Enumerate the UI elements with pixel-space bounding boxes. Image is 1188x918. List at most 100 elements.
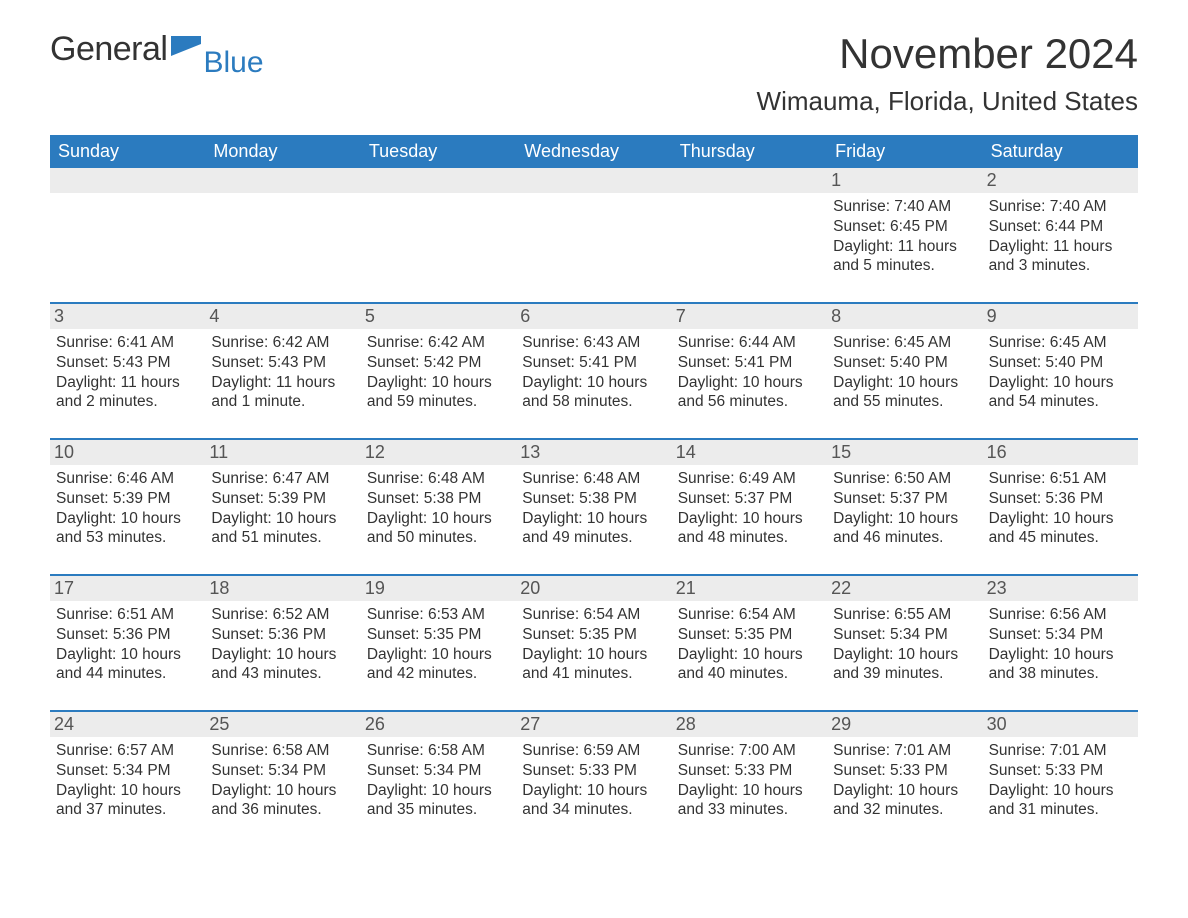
day-detail: Sunrise: 6:58 AMSunset: 5:34 PMDaylight:… [367, 741, 510, 820]
sunset-text: Sunset: 5:38 PM [367, 489, 510, 509]
day-number: 12 [361, 440, 516, 465]
day-detail: Sunrise: 6:43 AMSunset: 5:41 PMDaylight:… [522, 333, 665, 412]
day-cell [516, 168, 671, 302]
sunrise-text: Sunrise: 6:56 AM [989, 605, 1132, 625]
sunrise-text: Sunrise: 7:40 AM [833, 197, 976, 217]
daylight-text: Daylight: 10 hours and 31 minutes. [989, 781, 1132, 821]
day-number: 22 [827, 576, 982, 601]
day-cell: 30 Sunrise: 7:01 AMSunset: 5:33 PMDayligh… [983, 712, 1138, 846]
day-number: 18 [205, 576, 360, 601]
daylight-text: Daylight: 10 hours and 36 minutes. [211, 781, 354, 821]
day-cell: 23Sunrise: 6:56 AMSunset: 5:34 PMDayligh… [983, 576, 1138, 710]
location-title: Wimauma, Florida, United States [757, 86, 1138, 117]
sunrise-text: Sunrise: 6:55 AM [833, 605, 976, 625]
sunset-text: Sunset: 5:41 PM [522, 353, 665, 373]
sunset-text: Sunset: 5:33 PM [833, 761, 976, 781]
sunrise-text: Sunrise: 6:49 AM [678, 469, 821, 489]
sunset-text: Sunset: 5:34 PM [56, 761, 199, 781]
day-number: 25 [205, 712, 360, 737]
daylight-text: Daylight: 11 hours and 2 minutes. [56, 373, 199, 413]
day-detail: Sunrise: 7:00 AMSunset: 5:33 PMDaylight:… [678, 741, 821, 820]
day-number: 4 [205, 304, 360, 329]
day-detail: Sunrise: 6:48 AMSunset: 5:38 PMDaylight:… [367, 469, 510, 548]
weekday-monday: Monday [205, 135, 360, 168]
sunset-text: Sunset: 5:33 PM [989, 761, 1132, 781]
day-number: 10 [50, 440, 205, 465]
sunset-text: Sunset: 6:44 PM [989, 217, 1132, 237]
day-cell: 6Sunrise: 6:43 AMSunset: 5:41 PMDaylight… [516, 304, 671, 438]
day-number: 24 [50, 712, 205, 737]
day-detail: Sunrise: 6:45 AMSunset: 5:40 PMDaylight:… [989, 333, 1132, 412]
daylight-text: Daylight: 10 hours and 50 minutes. [367, 509, 510, 549]
day-cell: 28Sunrise: 7:00 AMSunset: 5:33 PMDayligh… [672, 712, 827, 846]
day-number: 23 [983, 576, 1138, 601]
daylight-text: Daylight: 10 hours and 53 minutes. [56, 509, 199, 549]
day-number: 15 [827, 440, 982, 465]
day-number: 30 [983, 712, 1138, 737]
day-cell: 13Sunrise: 6:48 AMSunset: 5:38 PMDayligh… [516, 440, 671, 574]
day-detail: Sunrise: 6:54 AMSunset: 5:35 PMDaylight:… [522, 605, 665, 684]
day-detail: Sunrise: 6:54 AMSunset: 5:35 PMDaylight:… [678, 605, 821, 684]
day-cell: 24 Sunrise: 6:57 AMSunset: 5:34 PMDayligh… [50, 712, 205, 846]
daylight-text: Daylight: 10 hours and 58 minutes. [522, 373, 665, 413]
sunrise-text: Sunrise: 7:01 AM [989, 741, 1132, 761]
week-row: 17Sunrise: 6:51 AMSunset: 5:36 PMDayligh… [50, 574, 1138, 710]
daylight-text: Daylight: 10 hours and 48 minutes. [678, 509, 821, 549]
day-detail: Sunrise: 7:40 AMSunset: 6:44 PMDaylight:… [989, 197, 1132, 276]
sunset-text: Sunset: 5:37 PM [678, 489, 821, 509]
day-detail: Sunrise: 6:46 AMSunset: 5:39 PMDaylight:… [56, 469, 199, 548]
day-cell: 10 Sunrise: 6:46 AMSunset: 5:39 PMDayligh… [50, 440, 205, 574]
sunrise-text: Sunrise: 7:40 AM [989, 197, 1132, 217]
weekday-saturday: Saturday [983, 135, 1138, 168]
sunrise-text: Sunrise: 6:43 AM [522, 333, 665, 353]
day-number: 19 [361, 576, 516, 601]
day-detail: Sunrise: 6:55 AMSunset: 5:34 PMDaylight:… [833, 605, 976, 684]
day-number: 20 [516, 576, 671, 601]
sunrise-text: Sunrise: 7:00 AM [678, 741, 821, 761]
day-detail: Sunrise: 6:47 AMSunset: 5:39 PMDaylight:… [211, 469, 354, 548]
day-cell [50, 168, 205, 302]
day-number: 2 [983, 168, 1138, 193]
sunset-text: Sunset: 5:42 PM [367, 353, 510, 373]
daylight-text: Daylight: 10 hours and 45 minutes. [989, 509, 1132, 549]
sunset-text: Sunset: 5:34 PM [989, 625, 1132, 645]
day-cell: 14Sunrise: 6:49 AMSunset: 5:37 PMDayligh… [672, 440, 827, 574]
day-cell: 7Sunrise: 6:44 AMSunset: 5:41 PMDaylight… [672, 304, 827, 438]
week-row: 1Sunrise: 7:40 AMSunset: 6:45 PMDaylight… [50, 168, 1138, 302]
sunset-text: Sunset: 5:43 PM [211, 353, 354, 373]
day-number [361, 168, 516, 193]
day-number: 21 [672, 576, 827, 601]
day-cell [361, 168, 516, 302]
calendar: Sunday Monday Tuesday Wednesday Thursday… [50, 135, 1138, 846]
day-cell: 29 Sunrise: 7:01 AMSunset: 5:33 PMDayligh… [827, 712, 982, 846]
day-number: 3 [50, 304, 205, 329]
sunrise-text: Sunrise: 6:44 AM [678, 333, 821, 353]
sunset-text: Sunset: 5:41 PM [678, 353, 821, 373]
sunrise-text: Sunrise: 6:50 AM [833, 469, 976, 489]
daylight-text: Daylight: 10 hours and 32 minutes. [833, 781, 976, 821]
day-number [672, 168, 827, 193]
day-cell: 22 Sunrise: 6:55 AMSunset: 5:34 PMDayligh… [827, 576, 982, 710]
week-row: 24 Sunrise: 6:57 AMSunset: 5:34 PMDayligh… [50, 710, 1138, 846]
day-number: 8 [827, 304, 982, 329]
day-cell: 12 Sunrise: 6:48 AMSunset: 5:38 PMDayligh… [361, 440, 516, 574]
sunrise-text: Sunrise: 6:52 AM [211, 605, 354, 625]
daylight-text: Daylight: 10 hours and 42 minutes. [367, 645, 510, 685]
sunset-text: Sunset: 5:34 PM [833, 625, 976, 645]
sunrise-text: Sunrise: 7:01 AM [833, 741, 976, 761]
day-cell: 20 Sunrise: 6:54 AMSunset: 5:35 PMDayligh… [516, 576, 671, 710]
day-number [50, 168, 205, 193]
daylight-text: Daylight: 10 hours and 55 minutes. [833, 373, 976, 413]
day-number: 13 [516, 440, 671, 465]
weekday-tuesday: Tuesday [361, 135, 516, 168]
logo: General Blue [50, 30, 264, 69]
sunset-text: Sunset: 5:43 PM [56, 353, 199, 373]
logo-text-blue: Blue [203, 46, 263, 80]
sunrise-text: Sunrise: 6:58 AM [211, 741, 354, 761]
day-detail: Sunrise: 6:57 AMSunset: 5:34 PMDaylight:… [56, 741, 199, 820]
daylight-text: Daylight: 10 hours and 46 minutes. [833, 509, 976, 549]
sunset-text: Sunset: 5:36 PM [211, 625, 354, 645]
day-number: 29 [827, 712, 982, 737]
sunrise-text: Sunrise: 6:51 AM [56, 605, 199, 625]
day-detail: Sunrise: 7:40 AMSunset: 6:45 PMDaylight:… [833, 197, 976, 276]
